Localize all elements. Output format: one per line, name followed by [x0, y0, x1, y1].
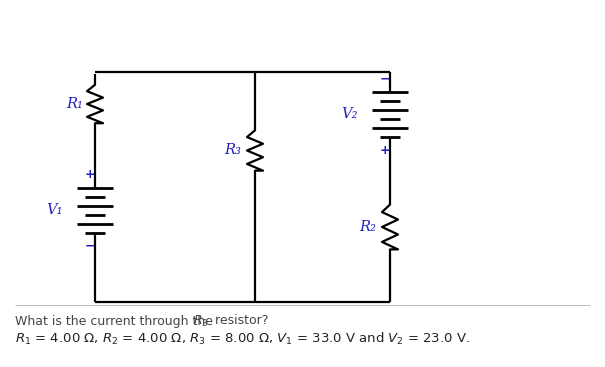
Text: resistor?: resistor? — [211, 315, 269, 327]
Text: +: + — [380, 143, 390, 156]
Text: $R_3$: $R_3$ — [193, 313, 209, 328]
Text: −: − — [380, 73, 390, 86]
Text: $R_1$ = 4.00 $\Omega$, $R_2$ = 4.00 $\Omega$, $R_3$ = 8.00 $\Omega$, $V_1$ = 33.: $R_1$ = 4.00 $\Omega$, $R_2$ = 4.00 $\Om… — [15, 331, 470, 347]
Text: +: + — [85, 168, 96, 182]
Text: V₁: V₁ — [47, 203, 63, 218]
Text: R₃: R₃ — [224, 143, 241, 157]
Text: −: − — [85, 240, 95, 252]
Text: R₁: R₁ — [66, 97, 83, 111]
Text: V₂: V₂ — [341, 108, 358, 121]
Text: What is the current through the: What is the current through the — [15, 315, 217, 327]
Text: R₂: R₂ — [359, 220, 376, 234]
